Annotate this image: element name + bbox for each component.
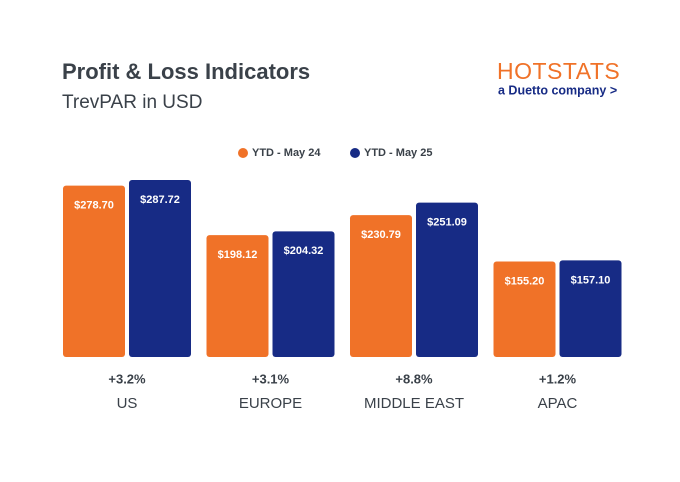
change-label: +3.2% (108, 371, 146, 386)
bar (559, 260, 622, 357)
bar (416, 202, 478, 357)
legend-label: YTD - May 25 (364, 147, 432, 159)
change-label: +1.2% (539, 371, 577, 386)
x-tick-label: US (117, 395, 138, 412)
logo: HOTSTATS (497, 58, 620, 84)
change-label: +3.1% (252, 371, 290, 386)
bar (129, 180, 191, 357)
bar (206, 235, 269, 357)
value-label: $204.32 (284, 245, 324, 257)
legend-label: YTD - May 24 (252, 147, 321, 159)
bar (272, 231, 335, 357)
x-tick-label: EUROPE (239, 395, 302, 412)
bar (350, 215, 412, 357)
bar (493, 261, 556, 357)
chart-title: Profit & Loss Indicators (62, 59, 310, 84)
value-label: $198.12 (218, 249, 258, 261)
value-label: $230.79 (361, 229, 401, 241)
legend-swatch (238, 148, 248, 158)
value-label: $287.72 (140, 194, 180, 206)
value-label: $155.20 (505, 275, 545, 287)
logo-tagline: a Duetto company > (498, 83, 617, 97)
value-label: $251.09 (427, 216, 467, 228)
bar (63, 185, 125, 357)
legend-swatch (350, 148, 360, 158)
value-label: $157.10 (571, 274, 611, 286)
x-tick-label: MIDDLE EAST (364, 395, 464, 412)
change-label: +8.8% (395, 371, 433, 386)
chart-subtitle: TrevPAR in USD (62, 92, 202, 113)
x-tick-label: APAC (538, 395, 578, 412)
value-label: $278.70 (74, 200, 114, 212)
